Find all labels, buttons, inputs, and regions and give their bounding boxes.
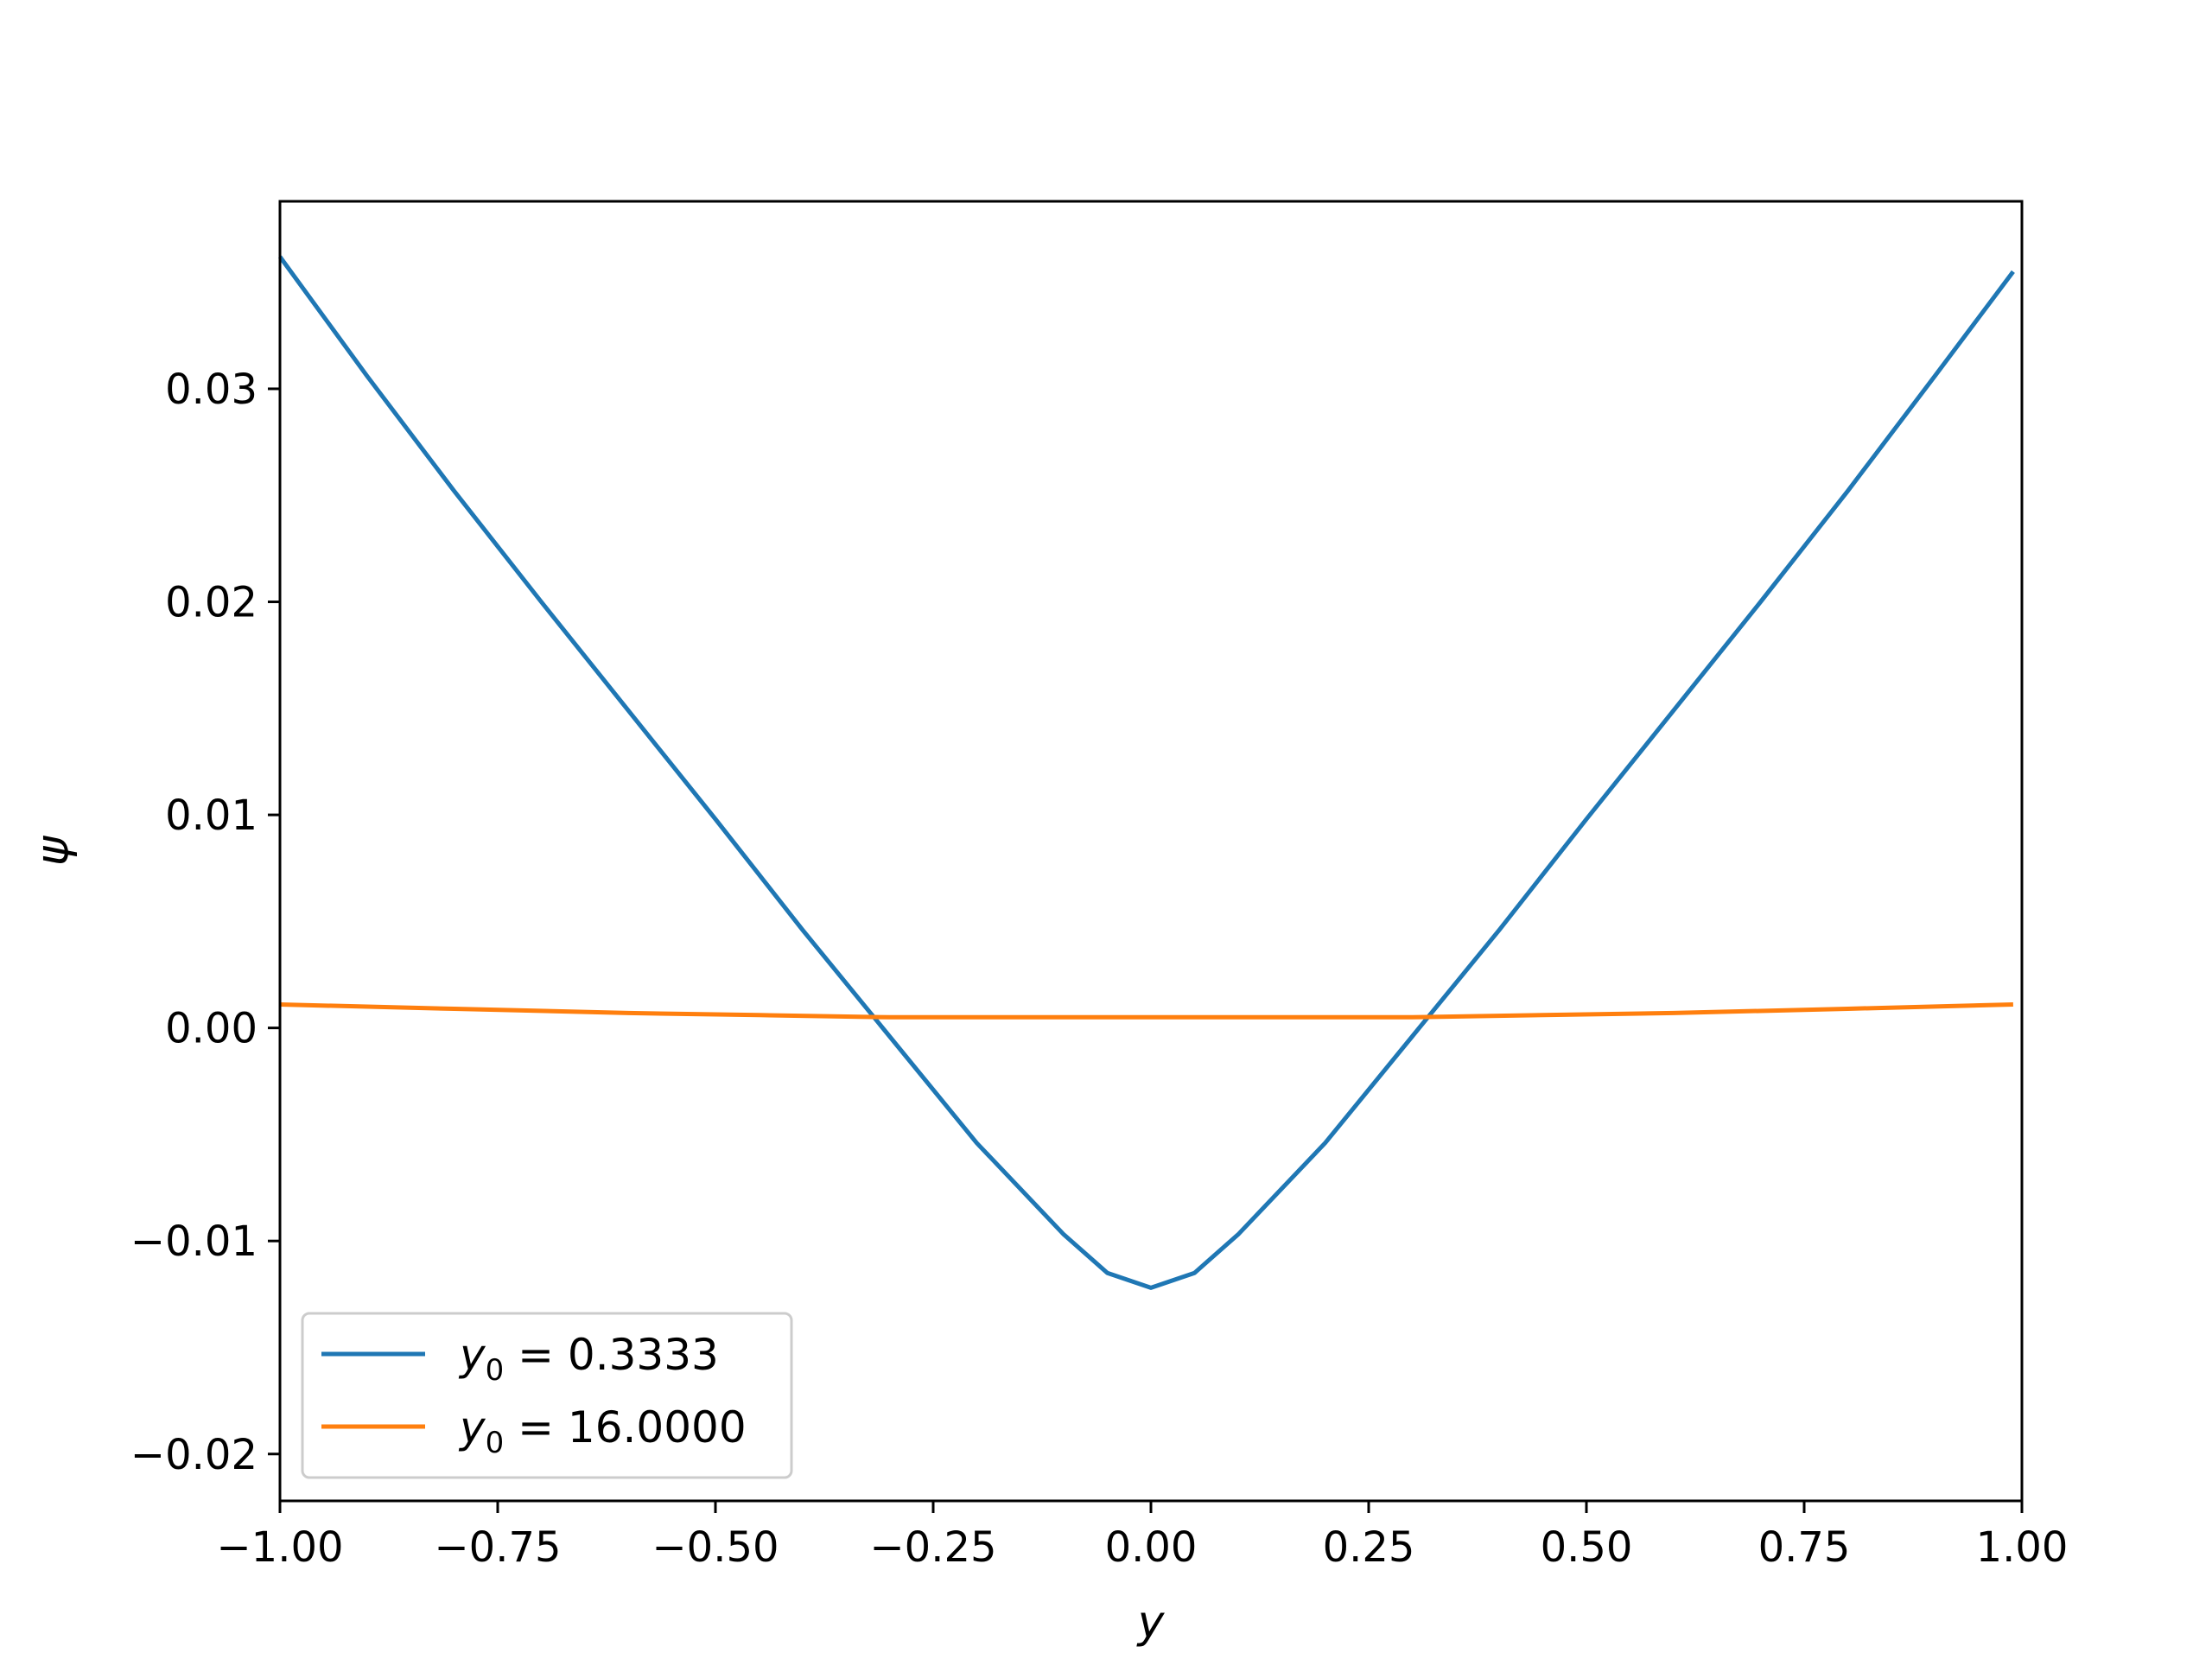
x-tick-label: 0.25 — [1323, 1523, 1415, 1572]
legend-base-2: y — [458, 1402, 486, 1452]
y-tick-label: 0.02 — [165, 579, 257, 627]
legend: y0 = 0.3333 y0 = 16.0000 — [301, 1312, 793, 1479]
x-tick-label: −1.00 — [216, 1523, 343, 1572]
x-tick-label: −0.50 — [652, 1523, 779, 1572]
x-tick-label: 0.00 — [1105, 1523, 1198, 1572]
series-line-2 — [279, 1002, 2013, 1020]
legend-value-1: = 0.3333 — [504, 1330, 719, 1380]
legend-sub-2: 0 — [486, 1426, 505, 1460]
legend-entry-2: y0 = 16.0000 — [321, 1402, 747, 1460]
y-axis-label: ψ — [27, 835, 79, 866]
legend-label-1: y0 = 0.3333 — [458, 1330, 719, 1388]
x-axis-label: y — [1136, 1597, 1166, 1649]
x-axis-ticks: −1.00 −0.75 −0.50 −0.25 0.00 0.25 0.50 0.75 1.00 — [216, 1501, 2068, 1572]
x-tick-label: 0.75 — [1758, 1523, 1851, 1572]
y-tick-label: 0.03 — [165, 365, 257, 414]
legend-label-2: y0 = 16.0000 — [458, 1402, 747, 1460]
x-tick-label: 1.00 — [1976, 1523, 2069, 1572]
y-tick-label: 0.01 — [165, 791, 257, 840]
series-line-1 — [277, 255, 2015, 1290]
y-tick-label: −0.01 — [130, 1217, 257, 1266]
x-tick-label: −0.75 — [434, 1523, 561, 1572]
x-tick-label: 0.50 — [1541, 1523, 1633, 1572]
x-tick-label: −0.25 — [869, 1523, 996, 1572]
series-layer — [277, 255, 2015, 1290]
legend-sub-1: 0 — [486, 1353, 505, 1388]
legend-value-2: = 16.0000 — [504, 1402, 746, 1452]
y-tick-label: 0.00 — [165, 1005, 257, 1053]
y-tick-label: −0.02 — [130, 1431, 257, 1479]
legend-entry-1: y0 = 0.3333 — [321, 1330, 719, 1388]
y-axis-ticks: −0.02 −0.01 0.00 0.01 0.02 0.03 — [130, 365, 280, 1479]
legend-base-1: y — [458, 1330, 486, 1380]
plot-background — [280, 201, 2022, 1501]
